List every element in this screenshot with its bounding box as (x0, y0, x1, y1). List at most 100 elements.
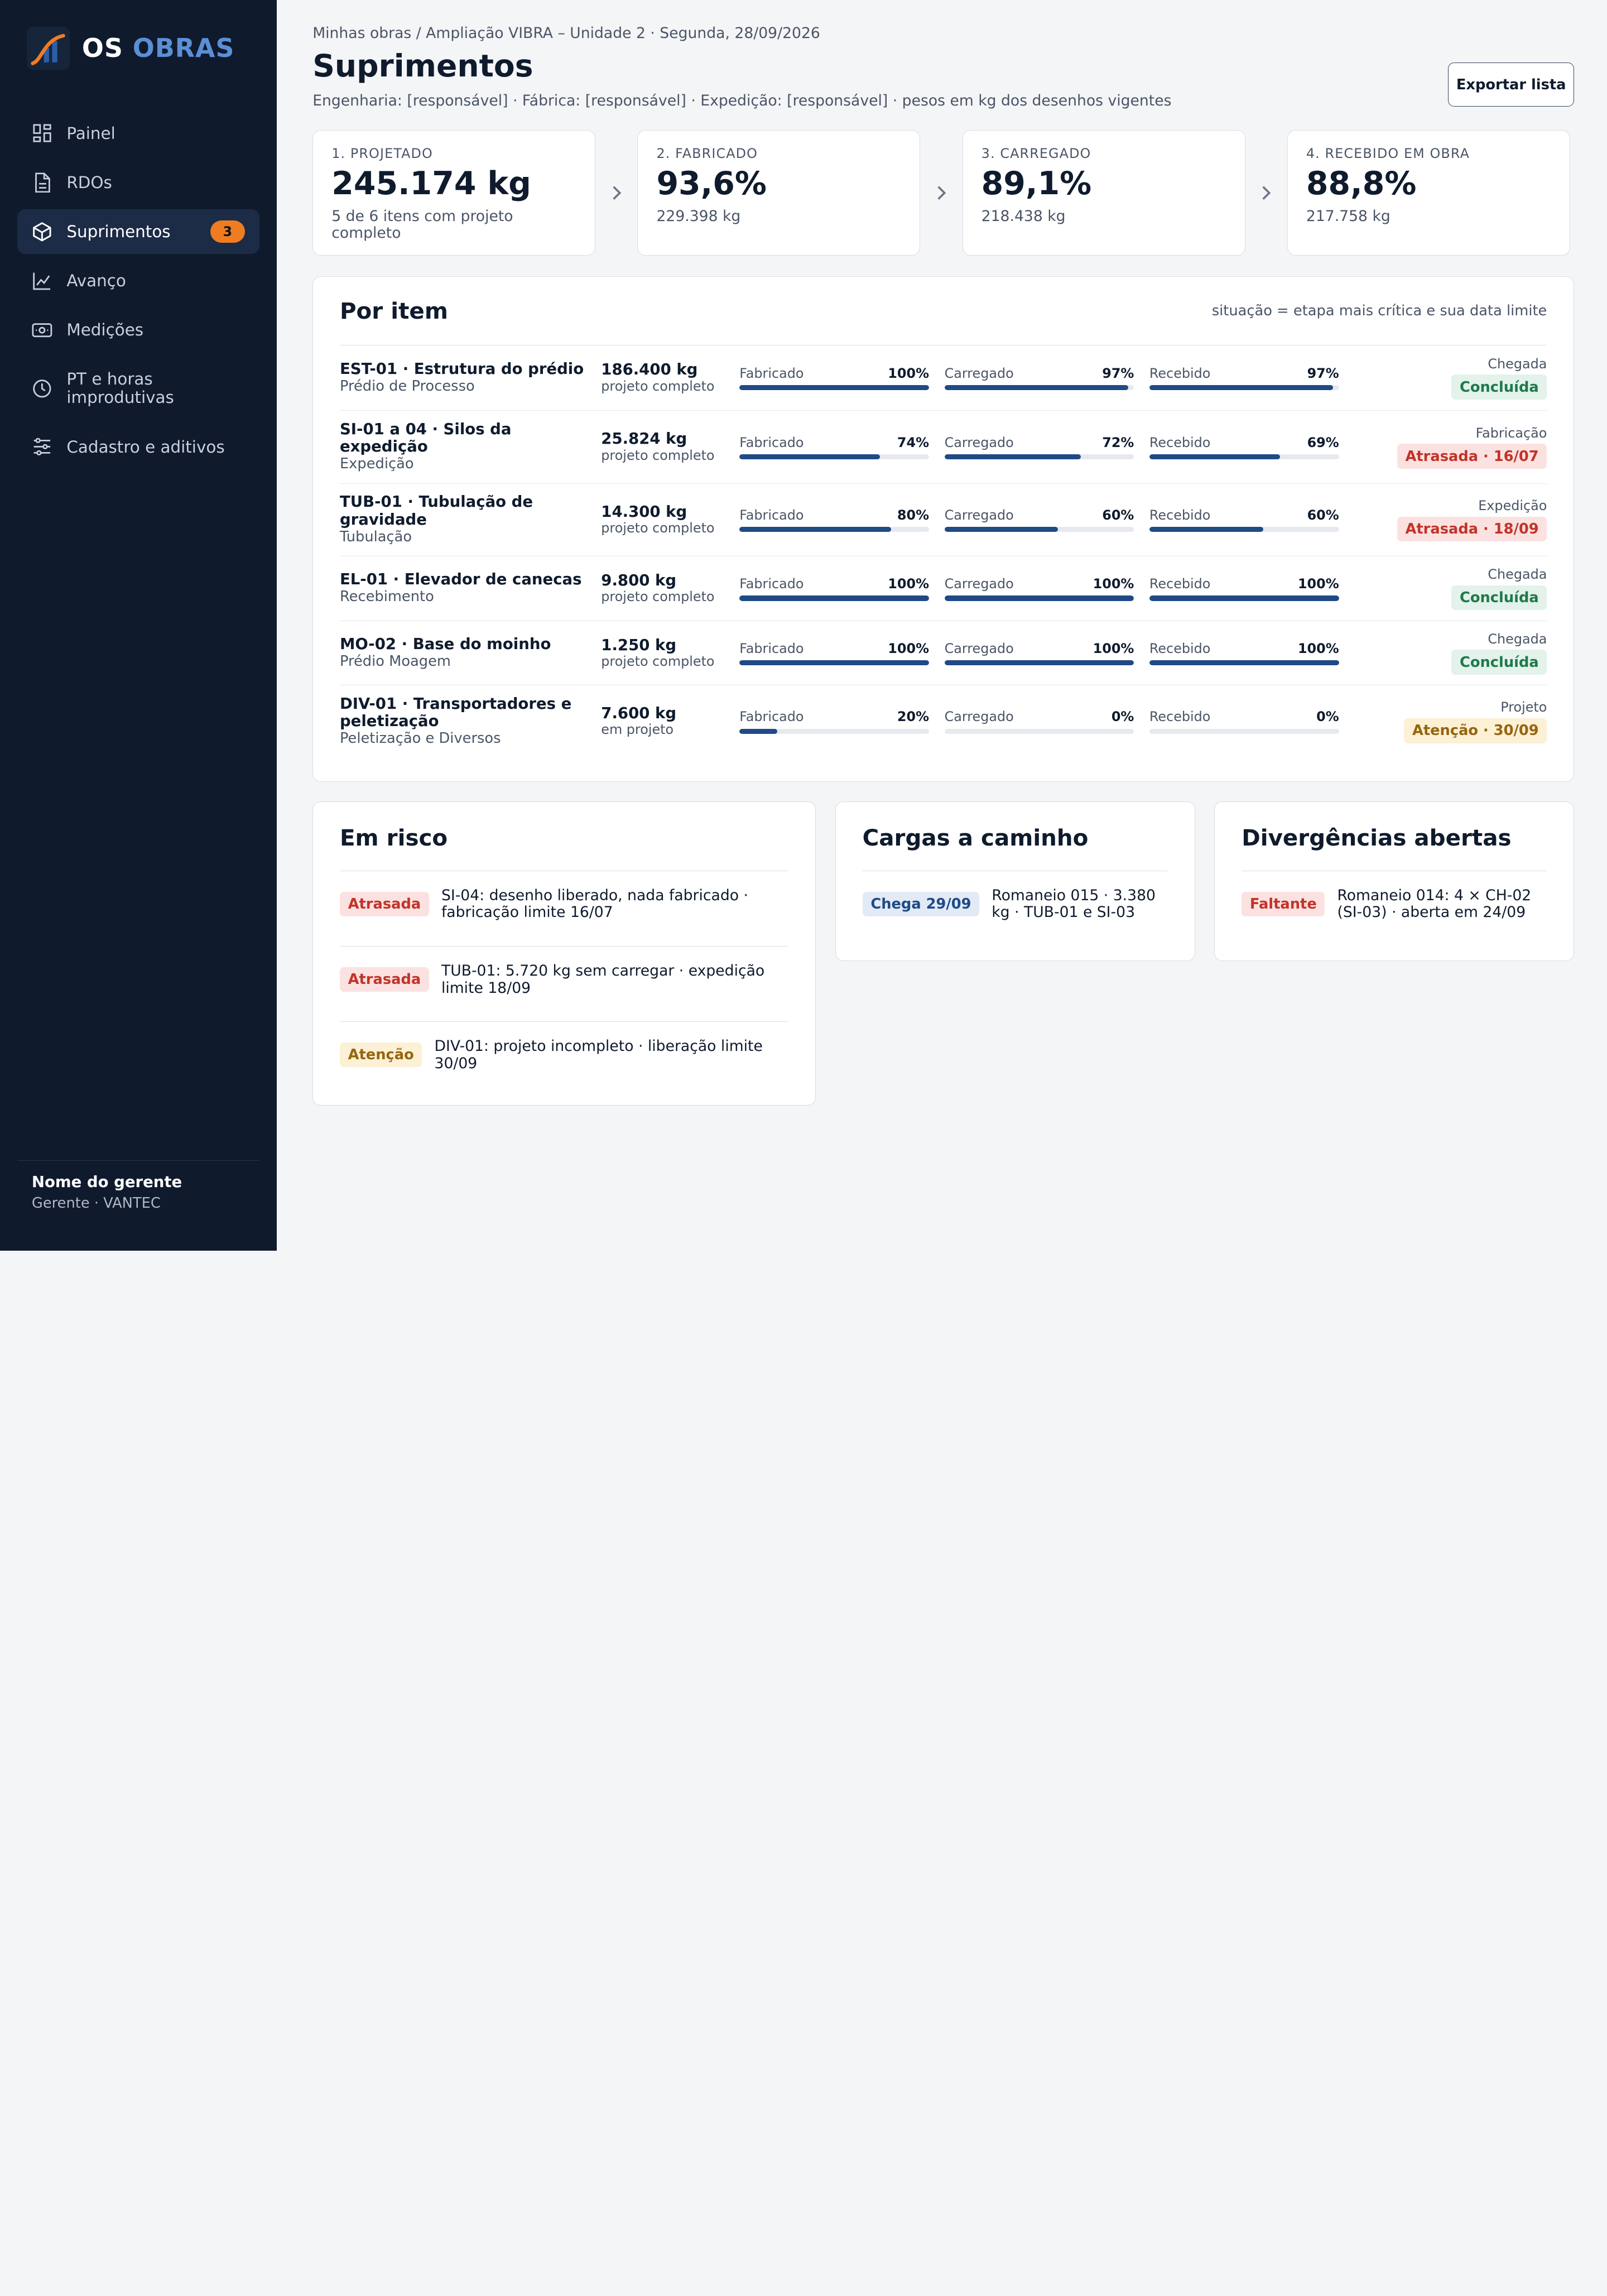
item-name: EST-01 · Estrutura do prédio (339, 359, 584, 378)
item-area: Tubulação (339, 528, 412, 545)
sidebar-item-medicoes[interactable]: Medições (17, 308, 259, 353)
item-info: EL-01 · Elevador de canecas Recebimento (339, 570, 601, 606)
page-title: Suprimentos (312, 48, 533, 84)
box-icon (32, 222, 52, 242)
situation: Chegada Concluída (1339, 356, 1547, 400)
table-row[interactable]: EL-01 · Elevador de canecas Recebimento … (339, 556, 1547, 621)
bar-track (944, 454, 1134, 460)
divergence-item[interactable]: Faltante Romaneio 014: 4 × CH-02 (SI-03)… (1242, 871, 1547, 940)
section-title: Em risco (339, 824, 448, 851)
item-info: DIV-01 · Transportadores e peletização P… (340, 695, 601, 748)
table-row[interactable]: MO-02 · Base do moinho Prédio Moagem 1.2… (339, 621, 1547, 686)
table-row[interactable]: DIV-01 · Transportadores e peletização P… (340, 685, 1547, 757)
item-weight: 14.300 kg (601, 502, 687, 521)
kpi-label: 3. CARREGADO (981, 146, 1091, 162)
bar-track (944, 660, 1134, 666)
bar-fill (944, 660, 1134, 666)
risk-item[interactable]: Atrasada SI-04: desenho liberado, nada f… (339, 871, 789, 947)
bar-fill (944, 595, 1134, 601)
item-project-status: projeto completo (601, 447, 715, 463)
item-area: Prédio Moagem (339, 652, 451, 670)
sliders-icon (32, 436, 52, 457)
item-project-status: projeto completo (601, 589, 715, 605)
notification-badge: 3 (210, 220, 245, 243)
risk-text: TUB-01: 5.720 kg sem carregar · expediçã… (441, 962, 765, 997)
export-list-button[interactable]: Exportar lista (1448, 63, 1575, 107)
brand[interactable]: OS OBRAS (17, 26, 259, 70)
bar-label: Recebido (1149, 434, 1211, 450)
progress-bar-fab: Fabricado 74% (739, 435, 930, 460)
bar-percent: 100% (1093, 640, 1134, 656)
bar-percent: 100% (888, 640, 930, 656)
bar-percent: 20% (897, 709, 930, 725)
bar-track (1149, 527, 1339, 532)
main-content: Minhas obras / Ampliação VIBRA – Unidade… (277, 0, 1607, 1251)
loads-card-header: Cargas a caminho (862, 824, 1168, 871)
item-name: EL-01 · Elevador de canecas (339, 570, 582, 589)
money-icon (32, 320, 52, 340)
bar-label: Recebido (1149, 507, 1211, 523)
situation: Chegada Concluída (1339, 631, 1547, 675)
bar-percent: 100% (888, 575, 930, 592)
bar-label: Carregado (944, 575, 1014, 592)
kpi-label: 2. FABRICADO (656, 146, 758, 162)
status-badge: Concluída (1451, 374, 1547, 400)
bar-track (739, 595, 930, 601)
risk-item[interactable]: Atenção DIV-01: projeto incompleto · lib… (339, 1022, 788, 1091)
sidebar-item-suprimentos[interactable]: Suprimentos 3 (17, 209, 259, 254)
bar-percent: 97% (1307, 365, 1339, 381)
item-weight-info: 186.400 kg projeto completo (601, 361, 739, 394)
progress-bar-car: Carregado 100% (944, 640, 1134, 666)
progress-bar-car: Carregado 97% (944, 366, 1134, 391)
table-row[interactable]: EST-01 · Estrutura do prédio Prédio de P… (339, 345, 1547, 411)
bar-track (739, 454, 930, 460)
bar-fill (944, 527, 1058, 532)
kpi-value: 93,6% (656, 165, 767, 203)
sidebar-item-avanco[interactable]: Avanço (17, 258, 259, 304)
bar-percent: 100% (888, 365, 930, 381)
sidebar-item-painel[interactable]: Painel (17, 111, 259, 156)
user-profile[interactable]: Nome do gerente Gerente · VANTEC (17, 1160, 259, 1212)
sidebar-item-pt-horas[interactable]: PT e horas improdutivas (17, 359, 259, 419)
bar-track (1149, 595, 1339, 601)
bar-fill (944, 454, 1081, 460)
sidebar-item-label: RDOs (66, 172, 112, 192)
risk-item[interactable]: Atrasada TUB-01: 5.720 kg sem carregar ·… (339, 947, 789, 1022)
section-title: Divergências abertas (1242, 824, 1512, 851)
items-card: Por item situação = etapa mais crítica e… (312, 276, 1575, 782)
chevron-right-icon (1245, 185, 1287, 201)
item-area: Expedição (339, 455, 414, 473)
risk-card-header: Em risco (339, 824, 789, 871)
section-title: Por item (339, 297, 448, 324)
progress-bar-car: Carregado 100% (944, 575, 1134, 601)
status-badge: Atenção · 30/09 (1404, 718, 1547, 743)
bar-percent: 100% (1297, 575, 1339, 592)
item-weight: 186.400 kg (601, 361, 698, 379)
bar-fill (944, 385, 1129, 391)
kpi-value: 88,8% (1306, 165, 1417, 203)
sidebar-nav: Painel RDOs Suprimentos 3 Avanço (17, 111, 259, 469)
sidebar-item-cadastro[interactable]: Cadastro e aditivos (17, 424, 259, 469)
item-project-status: projeto completo (601, 378, 715, 394)
progress-bar-rec: Recebido 0% (1149, 709, 1339, 734)
bar-track (1149, 660, 1339, 666)
kpi-card-fabricado: 2. FABRICADO 93,6% 229.398 kg (637, 129, 921, 256)
situation: Expedição Atrasada · 18/09 (1339, 498, 1547, 542)
progress-bar-car: Carregado 0% (944, 709, 1134, 734)
bar-track (944, 527, 1134, 532)
progress-bar-rec: Recebido 100% (1149, 576, 1339, 601)
progress-bar-rec: Recebido 100% (1149, 641, 1339, 666)
bar-track (944, 728, 1134, 734)
bar-label: Carregado (944, 709, 1014, 725)
table-row[interactable]: TUB-01 · Tubulação de gravidade Tubulaçã… (339, 484, 1547, 556)
logo-icon (26, 26, 70, 70)
user-role: Gerente · VANTEC (31, 1194, 161, 1212)
bar-fill (1149, 660, 1339, 666)
table-row[interactable]: SI-01 a 04 · Silos da expedição Expediçã… (339, 411, 1547, 484)
item-weight-info: 7.600 kg em projeto (601, 705, 739, 738)
sidebar-item-rdos[interactable]: RDOs (17, 160, 259, 205)
bottom-cards: Em risco Atrasada SI-04: desenho liberad… (312, 801, 1575, 1106)
load-item[interactable]: Chega 29/09 Romaneio 015 · 3.380 kg · TU… (862, 871, 1168, 940)
situation-stage: Chegada (1488, 356, 1547, 372)
progress-bar-rec: Recebido 69% (1149, 435, 1339, 460)
